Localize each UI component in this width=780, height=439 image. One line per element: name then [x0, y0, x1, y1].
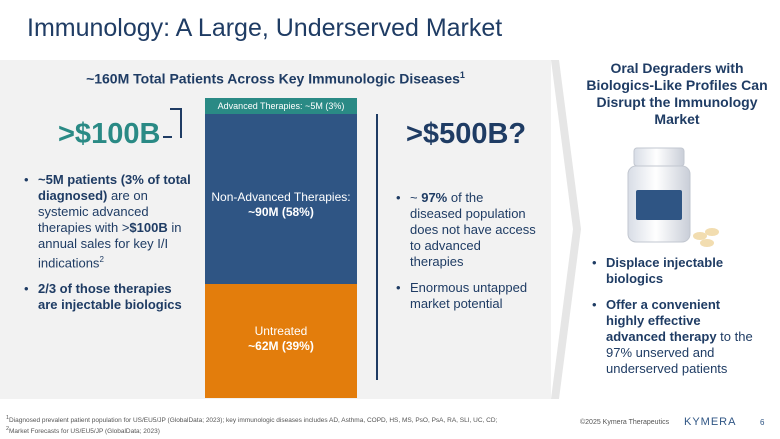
middle-bullets: ~ 97% of the diseased population does no… — [396, 190, 536, 322]
segment-non-advanced: Non-Advanced Therapies: ~90M (58%) — [205, 114, 357, 284]
copyright: ©2025 Kymera Therapeutics — [580, 419, 670, 426]
market-value-right: >$500B? — [406, 118, 527, 150]
middle-bullet-2: Enormous untapped market potential — [396, 280, 536, 312]
right-bullets: Displace injectable biologics Offer a co… — [592, 255, 762, 387]
pill-bottle-icon — [627, 147, 719, 247]
segment-advanced: Advanced Therapies: ~5M (3%) — [205, 98, 357, 114]
page-title: Immunology: A Large, Underserved Market — [27, 14, 503, 42]
page-number: 6 — [760, 418, 765, 427]
right-bullet-2: Offer a convenient highly effective adva… — [592, 297, 762, 377]
segment-untreated-label: Untreated — [254, 324, 308, 338]
patients-subtitle: ~160M Total Patients Across Key Immunolo… — [86, 70, 465, 87]
segment-non-advanced-value: ~90M (58%) — [248, 205, 314, 219]
segment-untreated: Untreated ~62M (39%) — [205, 284, 357, 398]
right-panel-title: Oral Degraders with Biologics-Like Profi… — [586, 60, 768, 127]
patient-stack-bar: Advanced Therapies: ~5M (3%) Non-Advance… — [205, 98, 357, 398]
segment-non-advanced-label: Non-Advanced Therapies: — [211, 190, 351, 204]
market-value-left: >$100B — [58, 118, 161, 150]
footnote-2: 2Market Forecasts for US/EU5/JP (GlobalD… — [6, 426, 160, 436]
chevron-divider — [551, 60, 581, 399]
left-bullet-1: ~5M patients (3% of total diagnosed) are… — [24, 172, 194, 271]
bracket-left — [170, 108, 182, 138]
kymera-logo: KYMERA — [684, 416, 737, 428]
footnotes: 1Diagnosed prevalent patient population … — [6, 414, 497, 436]
left-bullet-2: 2/3 of those therapies are injectable bi… — [24, 281, 194, 313]
bracket-right — [376, 114, 378, 380]
bracket-left-tick — [163, 136, 172, 138]
segment-untreated-value: ~62M (39%) — [248, 339, 314, 353]
footnote-1: 1Diagnosed prevalent patient population … — [6, 415, 498, 425]
middle-bullet-1: ~ 97% of the diseased population does no… — [396, 190, 536, 270]
left-bullets: ~5M patients (3% of total diagnosed) are… — [24, 172, 194, 323]
right-bullet-1: Displace injectable biologics — [592, 255, 762, 287]
